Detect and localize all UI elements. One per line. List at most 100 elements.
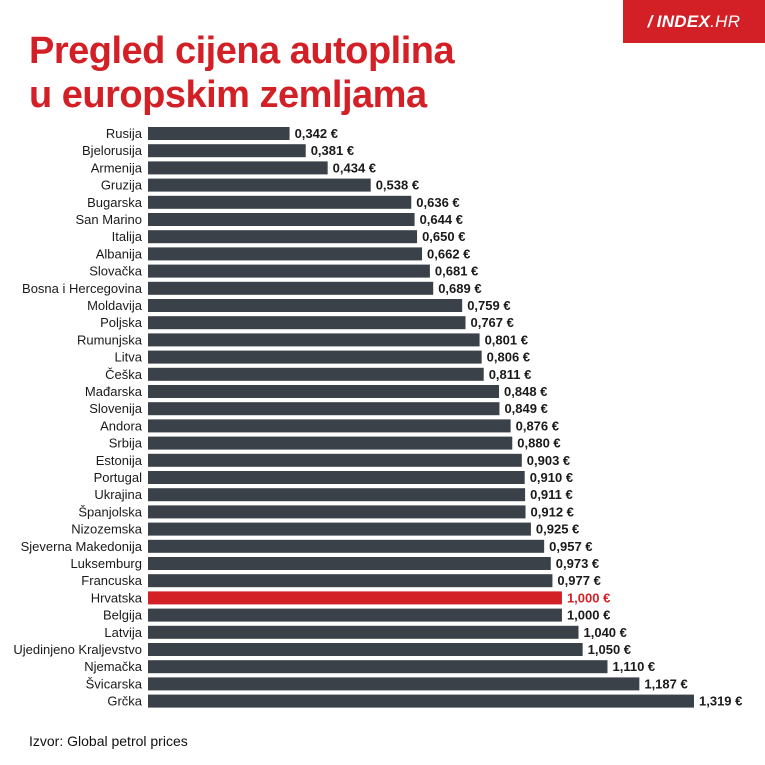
bar (148, 695, 694, 708)
category-label: Rusija (106, 126, 143, 141)
category-label: Grčka (107, 694, 142, 709)
category-label: Latvija (104, 625, 142, 640)
bar (148, 609, 562, 622)
category-label: Slovačka (89, 264, 143, 279)
value-label: 0,925 € (536, 522, 579, 537)
value-label: 1,319 € (699, 694, 742, 709)
bar (148, 402, 499, 415)
bar (148, 540, 544, 553)
bar (148, 643, 583, 656)
bar (148, 179, 371, 192)
value-label: 0,538 € (376, 178, 419, 193)
category-label: Nizozemska (71, 522, 143, 537)
category-label: Rumunjska (77, 332, 143, 347)
value-label: 1,000 € (567, 590, 610, 605)
value-label: 0,848 € (504, 384, 547, 399)
bar (148, 213, 415, 226)
category-label: Albanija (96, 246, 143, 261)
category-label: Hrvatska (91, 590, 143, 605)
bar (148, 523, 531, 536)
bar (148, 351, 482, 364)
value-label: 0,911 € (530, 487, 573, 502)
category-label: Španjolska (78, 504, 142, 519)
bar (148, 677, 639, 690)
value-label: 1,050 € (588, 642, 631, 657)
category-label: Ukrajina (94, 487, 142, 502)
category-label: Portugal (94, 470, 143, 485)
value-label: 1,110 € (612, 659, 655, 674)
bar (148, 557, 551, 570)
bar (148, 333, 480, 346)
bar (148, 368, 484, 381)
value-label: 0,434 € (333, 160, 376, 175)
bar (148, 437, 512, 450)
value-label: 0,381 € (311, 143, 354, 158)
bar (148, 505, 526, 518)
value-label: 0,681 € (435, 264, 478, 279)
bar (148, 454, 522, 467)
bar (148, 265, 430, 278)
value-label: 0,912 € (531, 504, 574, 519)
value-label: 0,910 € (530, 470, 573, 485)
category-label: Luksemburg (70, 556, 142, 571)
value-label: 0,811 € (489, 367, 532, 382)
bar (148, 574, 552, 587)
value-label: 0,636 € (416, 195, 459, 210)
category-label: Italija (112, 229, 143, 244)
bar (148, 660, 607, 673)
bar (148, 230, 417, 243)
value-label: 0,880 € (517, 436, 560, 451)
value-label: 0,644 € (420, 212, 463, 227)
category-label: Mađarska (85, 384, 143, 399)
value-label: 0,662 € (427, 246, 470, 261)
category-label: Gruzija (101, 178, 143, 193)
category-label: Armenija (91, 160, 143, 175)
category-label: Francuska (81, 573, 142, 588)
value-label: 1,187 € (644, 676, 687, 691)
bar (148, 127, 290, 140)
value-label: 0,903 € (527, 453, 570, 468)
bar (148, 471, 525, 484)
category-label: Bjelorusija (82, 143, 143, 158)
value-label: 0,759 € (467, 298, 510, 313)
value-label: 0,650 € (422, 229, 465, 244)
value-label: 0,689 € (438, 281, 481, 296)
bar (148, 282, 433, 295)
bar (148, 144, 306, 157)
bar (148, 385, 499, 398)
value-label: 0,876 € (516, 418, 559, 433)
value-label: 0,973 € (556, 556, 599, 571)
value-label: 1,040 € (584, 625, 627, 640)
category-label: Njemačka (84, 659, 143, 674)
category-label: Poljska (100, 315, 143, 330)
value-label: 0,801 € (485, 332, 528, 347)
category-label: Estonija (96, 453, 143, 468)
category-label: Švicarska (86, 676, 143, 691)
category-label: Belgija (103, 608, 143, 623)
bar (148, 316, 465, 329)
category-label: Češka (105, 367, 143, 382)
value-label: 0,806 € (487, 350, 530, 365)
value-label: 0,849 € (504, 401, 547, 416)
category-label: Litva (115, 350, 143, 365)
category-label: Srbija (109, 436, 143, 451)
category-label: Bugarska (87, 195, 143, 210)
category-label: Moldavija (87, 298, 143, 313)
category-label: Sjeverna Makedonija (21, 539, 143, 554)
bar (148, 626, 579, 639)
category-label: Ujedinjeno Kraljevstvo (13, 642, 142, 657)
value-label: 0,342 € (295, 126, 338, 141)
value-label: 1,000 € (567, 608, 610, 623)
bar (148, 161, 328, 174)
category-label: Slovenija (89, 401, 143, 416)
value-label: 0,957 € (549, 539, 592, 554)
bar (148, 299, 462, 312)
value-label: 0,977 € (557, 573, 600, 588)
bar-chart: Rusija 0,342 € Bjelorusija 0,381 € Armenija 0… (0, 0, 765, 765)
bar (148, 196, 411, 209)
bar (148, 419, 511, 432)
value-label: 0,767 € (470, 315, 513, 330)
category-label: Bosna i Hercegovina (22, 281, 143, 296)
category-label: Andora (100, 418, 143, 433)
bar (148, 247, 422, 260)
